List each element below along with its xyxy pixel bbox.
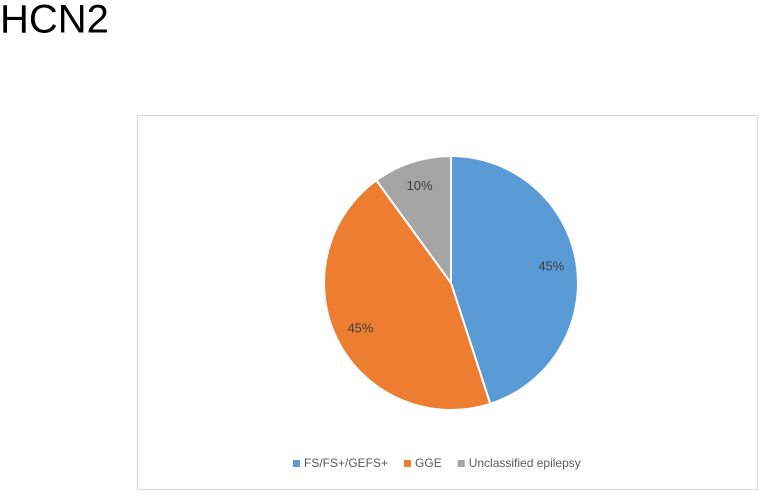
legend-label: GGE <box>415 456 442 470</box>
legend-label: Unclassified epilepsy <box>469 456 581 470</box>
data-label: 10% <box>407 178 433 193</box>
data-label: 45% <box>347 321 373 336</box>
pie-slice <box>323 178 492 411</box>
legend-swatch <box>404 460 412 467</box>
legend-swatch <box>457 460 465 467</box>
pie-slice <box>450 154 579 406</box>
pie-slice <box>374 154 452 287</box>
slide-title: HCN2 <box>0 0 109 42</box>
legend-label: FS/FS+/GEFS+ <box>304 456 388 470</box>
legend-swatch <box>293 460 300 467</box>
data-label: 45% <box>538 259 564 274</box>
